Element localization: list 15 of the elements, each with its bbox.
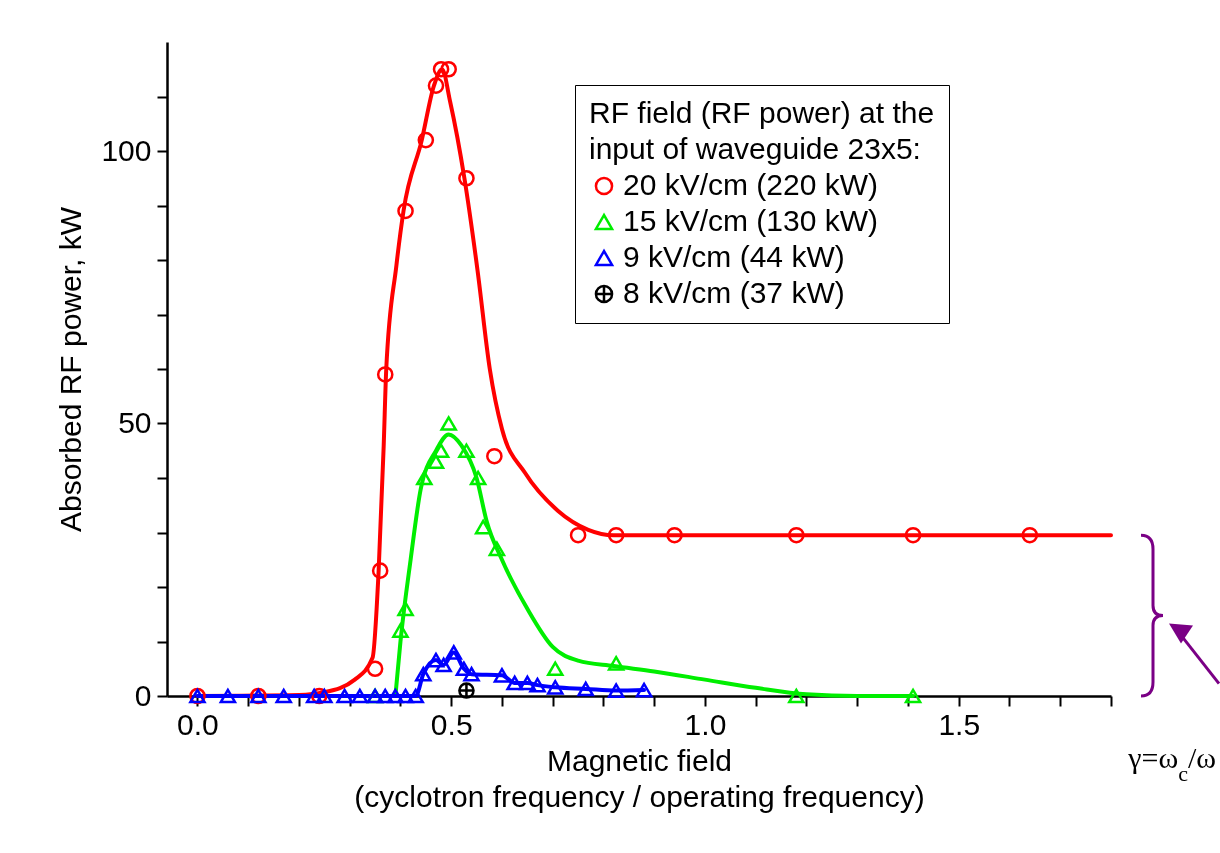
legend-label: 8 kV/cm (37 kW) [623,276,845,309]
x-tick-label: 0.5 [430,707,473,741]
y-axis-title: Absorbed RF power, kW [54,206,88,533]
legend-label: 20 kV/cm (220 kW) [623,168,879,201]
y-tick-label: 50 [118,406,152,439]
x-tick-label: 0.0 [177,707,219,741]
y-tick-label: 0 [134,678,152,712]
y-tick-label: 100 [101,133,152,167]
legend-label: 15 kV/cm (130 kW) [623,204,879,237]
legend-label: 9 kV/cm (44 kW) [623,240,845,273]
x-tick-label: 1.5 [938,707,981,741]
legend-title: RF field (RF power) at the input of waveguide 23x5: [589,96,935,165]
text: γ=ω$_{c}$/ω [1127,741,1216,786]
x-axis-title: Magnetic field (cyclotron frequency / operating frequency) [354,743,925,813]
x-tick-label: 1.0 [684,707,727,741]
